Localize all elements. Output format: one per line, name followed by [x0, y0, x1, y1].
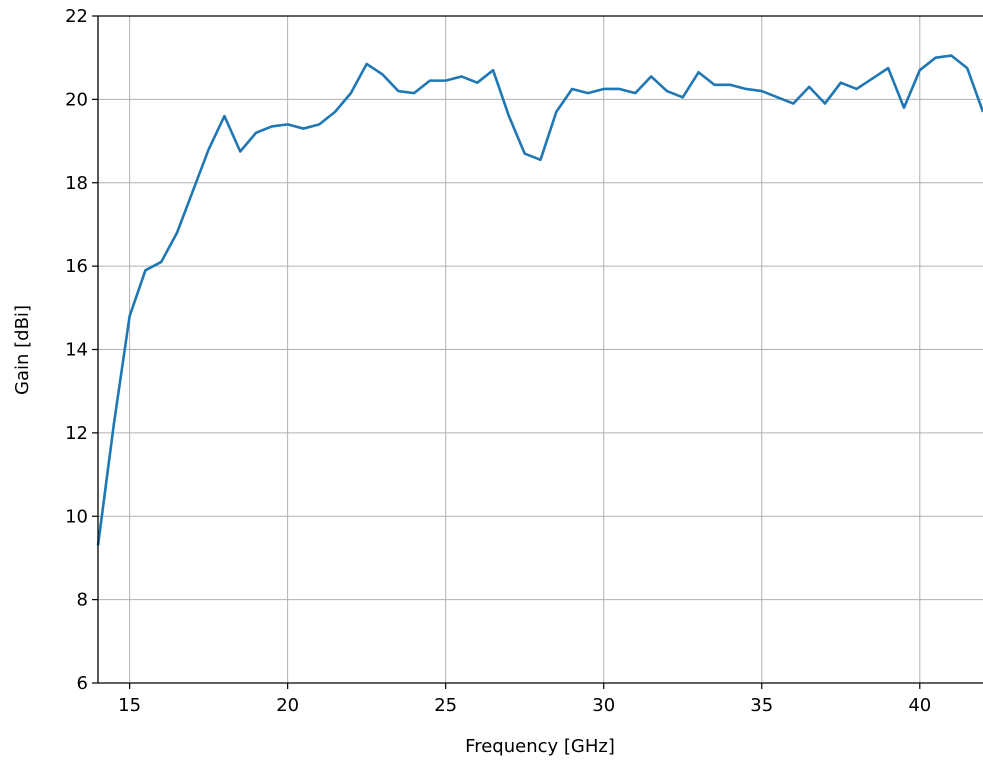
grid-lines: [98, 15, 983, 684]
x-tick-label: 40: [908, 695, 931, 716]
y-tick-label: 8: [77, 590, 88, 611]
y-tick-label: 14: [65, 340, 88, 361]
tick-labels: 15 20 25 30 35 40 6 8 10 12 14 16 18 20 22: [65, 6, 931, 716]
series-line: [96, 54, 983, 546]
y-tick-label: 20: [65, 89, 88, 110]
y-tick-label: 16: [65, 256, 88, 277]
y-tick-label: 22: [65, 6, 88, 27]
y-tick-label: 12: [65, 423, 88, 444]
y-tick-label: 10: [65, 506, 88, 527]
x-tick-label: 30: [592, 695, 615, 716]
y-tick-label: 6: [77, 673, 88, 694]
x-tick-label: 15: [118, 695, 141, 716]
y-axis-label: Gain [dBi]: [12, 305, 33, 395]
x-tick-label: 25: [434, 695, 457, 716]
plot-series: [96, 54, 983, 546]
y-tick-label: 18: [65, 173, 88, 194]
x-axis-label: Frequency [GHz]: [465, 736, 615, 757]
axes: [92, 15, 983, 689]
x-tick-label: 35: [750, 695, 773, 716]
x-tick-label: 20: [276, 695, 299, 716]
